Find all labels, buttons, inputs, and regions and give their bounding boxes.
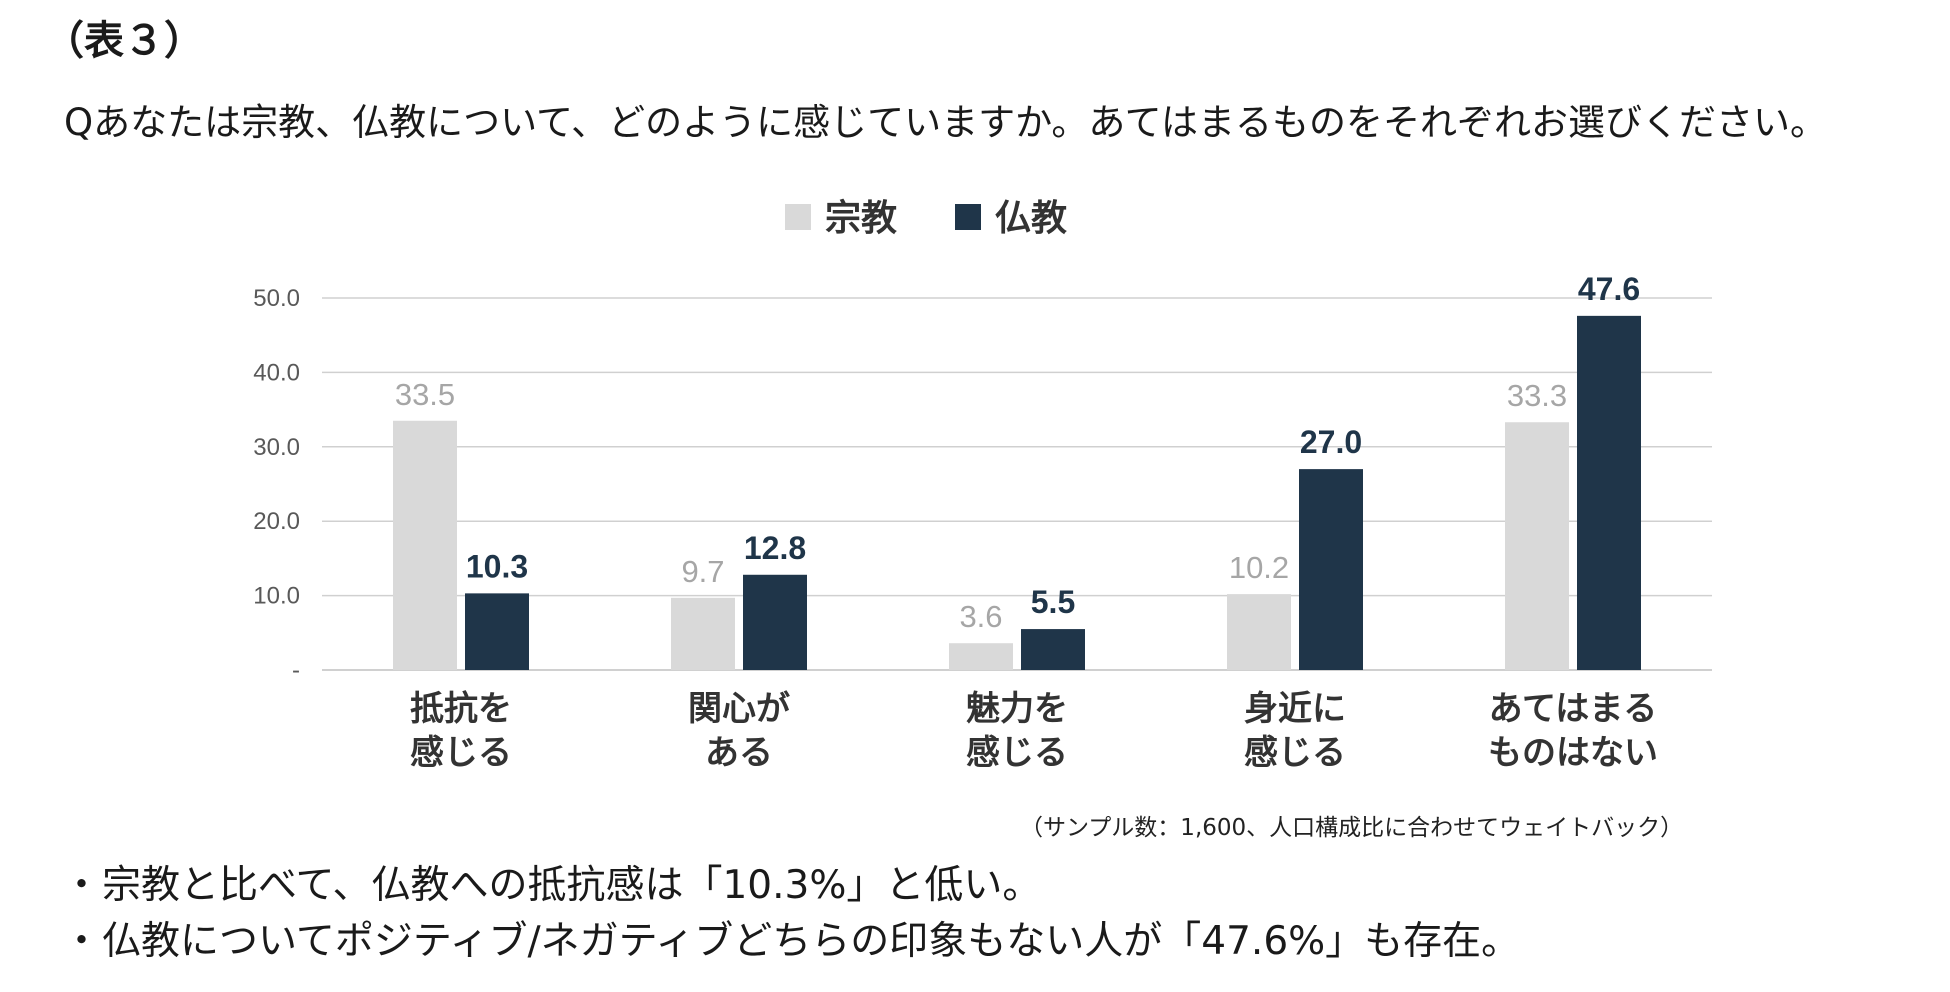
x-category-label: 感じる xyxy=(410,733,512,773)
sample-note: （サンプル数：1,600、人口構成比に合わせてウェイトバック） xyxy=(1020,815,1684,841)
x-category-label: ある xyxy=(705,733,773,773)
data-label: 10.3 xyxy=(466,548,528,584)
x-category-label: 関心が xyxy=(688,689,790,729)
legend-label: 仏教 xyxy=(995,198,1067,239)
bar-buddhism xyxy=(1299,469,1363,670)
question-text: Qあなたは宗教、仏教について、どのように感じていますか。あてはまるものをそれぞれ… xyxy=(64,101,1827,144)
legend-label: 宗教 xyxy=(825,197,897,239)
data-label: 27.0 xyxy=(1300,424,1362,460)
data-label: 3.6 xyxy=(959,599,1002,634)
y-tick-label: 10.0 xyxy=(253,583,300,610)
summary-bullet: ・宗教と比べて、仏教への抵抗感は「10.3%」と低い。 xyxy=(62,858,1520,914)
x-category-label: 抵抗を xyxy=(410,689,512,729)
bar-religion xyxy=(393,420,457,670)
x-category-label: ものはない xyxy=(1488,733,1658,773)
legend-swatch-religion xyxy=(785,204,811,230)
summary-bullet: ・仏教についてポジティブ/ネガティブどちらの印象もない人が「47.6%」も存在。 xyxy=(62,914,1520,970)
x-category-label: あてはまる xyxy=(1489,689,1658,729)
bar-chart: -10.020.030.040.050.033.510.3抵抗を感じる9.712… xyxy=(253,197,1712,773)
y-tick-label: 30.0 xyxy=(253,434,300,461)
data-label: 12.8 xyxy=(744,530,806,566)
data-label: 9.7 xyxy=(681,554,724,589)
x-category-label: 感じる xyxy=(966,733,1068,773)
bar-religion xyxy=(1227,594,1291,670)
bar-religion xyxy=(1505,422,1569,670)
data-label: 5.5 xyxy=(1031,584,1075,620)
bar-buddhism xyxy=(1577,315,1641,670)
bar-buddhism xyxy=(1021,629,1085,670)
bullet-text: 仏教についてポジティブ/ネガティブどちらの印象もない人が「47.6%」も存在。 xyxy=(102,919,1521,964)
bullet-mark: ・ xyxy=(62,863,102,908)
summary-bullets: ・宗教と比べて、仏教への抵抗感は「10.3%」と低い。 ・仏教についてポジティブ… xyxy=(62,858,1520,970)
data-label: 47.6 xyxy=(1578,271,1640,307)
y-tick-label: 20.0 xyxy=(253,508,300,535)
bar-religion xyxy=(671,597,735,670)
y-tick-label: 40.0 xyxy=(253,359,300,386)
table-label: （表３） xyxy=(44,18,204,64)
data-label: 10.2 xyxy=(1229,550,1289,585)
y-tick-label: 50.0 xyxy=(253,285,300,312)
bullet-mark: ・ xyxy=(62,919,102,964)
bar-buddhism xyxy=(465,593,529,670)
legend-swatch-buddhism xyxy=(955,204,981,230)
bar-religion xyxy=(949,643,1013,670)
bullet-text: 宗教と比べて、仏教への抵抗感は「10.3%」と低い。 xyxy=(102,863,1042,908)
data-label: 33.5 xyxy=(395,377,455,412)
data-label: 33.3 xyxy=(1507,378,1567,413)
bar-buddhism xyxy=(743,574,807,670)
x-category-label: 感じる xyxy=(1244,733,1346,773)
y-tick-label: - xyxy=(292,657,300,684)
x-category-label: 身近に xyxy=(1244,689,1346,729)
x-category-label: 魅力を xyxy=(966,689,1068,729)
